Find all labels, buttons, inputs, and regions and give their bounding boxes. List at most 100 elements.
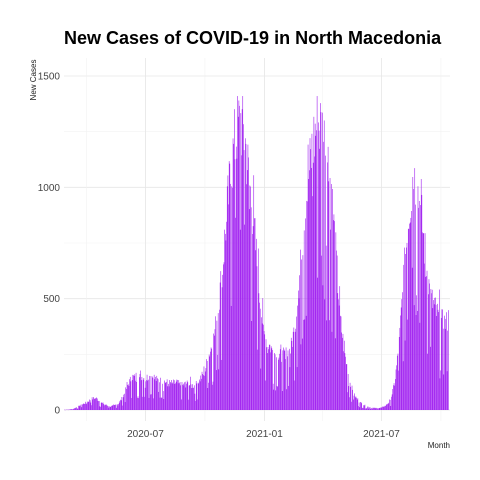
bar: [180, 385, 181, 410]
bar: [436, 315, 438, 410]
bar: [162, 391, 164, 410]
bar: [386, 404, 388, 410]
bar: [440, 317, 442, 410]
bar: [320, 112, 322, 411]
bar: [89, 400, 91, 410]
bar: [384, 406, 385, 410]
bar: [184, 382, 185, 410]
bar: [186, 380, 188, 410]
bar: [235, 217, 236, 410]
bar: [179, 383, 180, 410]
bar: [426, 270, 428, 410]
bar: [417, 186, 419, 410]
bar: [411, 210, 412, 410]
bar: [396, 355, 398, 410]
bar: [201, 378, 202, 410]
bar: [267, 347, 269, 410]
bar: [346, 364, 348, 410]
bar: [83, 403, 84, 410]
bar: [212, 381, 214, 410]
bar: [243, 150, 245, 410]
bar: [277, 386, 278, 410]
bar: [343, 340, 345, 410]
bar: [325, 155, 326, 410]
y-tick-label: 500: [43, 294, 60, 305]
bar: [367, 406, 369, 410]
bar: [400, 307, 402, 410]
bar: [324, 299, 326, 410]
bar: [270, 346, 272, 410]
bar: [442, 328, 444, 410]
bar: [420, 179, 422, 410]
bar: [228, 161, 230, 410]
bar: [215, 370, 217, 410]
bar: [167, 386, 169, 410]
bar: [307, 201, 308, 410]
bar: [303, 230, 305, 410]
bar: [145, 381, 147, 410]
bar: [309, 170, 310, 410]
bar: [435, 297, 436, 410]
bar: [171, 382, 173, 410]
bar: [294, 331, 296, 410]
bar: [364, 404, 366, 410]
bar: [356, 399, 358, 410]
bar: [229, 163, 231, 410]
bar: [357, 398, 359, 410]
bar: [140, 380, 142, 410]
bar: [314, 123, 316, 410]
bar: [85, 401, 86, 410]
x-axis-title: Month: [428, 441, 450, 450]
bar: [356, 397, 357, 410]
bar: [217, 313, 219, 410]
bar: [366, 407, 368, 410]
bar: [157, 379, 159, 410]
bar: [90, 402, 92, 410]
bar: [343, 351, 344, 410]
bar: [391, 394, 393, 410]
bar: [98, 401, 100, 410]
bar: [103, 404, 105, 410]
bar: [323, 141, 324, 410]
bar: [179, 382, 181, 410]
bar: [91, 405, 92, 410]
bar: [104, 404, 106, 410]
bar: [215, 316, 216, 410]
bar: [101, 402, 103, 410]
bar: [197, 382, 199, 410]
bar: [299, 275, 300, 410]
bar: [102, 402, 103, 410]
bar: [245, 138, 246, 410]
bar: [88, 401, 90, 410]
bar: [368, 408, 370, 410]
bar: [270, 352, 271, 410]
bar: [174, 383, 176, 410]
bar: [398, 336, 400, 410]
bars: [64, 96, 449, 411]
bar: [238, 100, 240, 411]
x-tick-label: 2021-07: [363, 429, 400, 440]
bar: [154, 379, 156, 410]
bar: [243, 124, 244, 410]
bar: [76, 407, 77, 410]
bar: [312, 196, 313, 410]
y-axis: 0 500 1000 1500: [38, 72, 61, 417]
bar: [380, 407, 382, 410]
bar: [142, 379, 144, 410]
bar: [344, 353, 346, 410]
y-tick-label: 1500: [38, 72, 61, 83]
bar: [304, 319, 306, 410]
bar: [164, 382, 166, 410]
bar: [86, 402, 88, 410]
bar: [202, 373, 203, 410]
bar: [284, 350, 286, 410]
bar: [177, 379, 178, 410]
bar: [245, 143, 247, 410]
bar: [406, 247, 407, 410]
bar: [75, 407, 77, 410]
bar: [444, 315, 445, 410]
bar: [289, 367, 291, 410]
bar: [351, 401, 352, 410]
bar: [406, 242, 408, 410]
bar: [373, 407, 374, 410]
